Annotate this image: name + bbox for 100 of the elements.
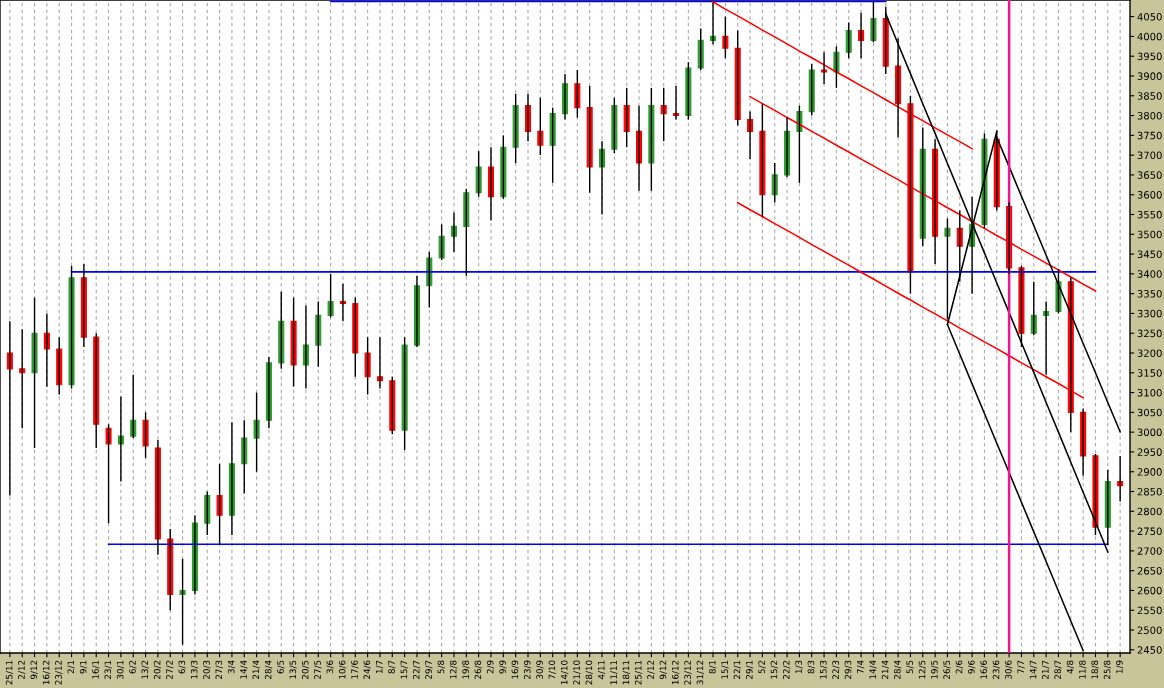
x-tick-label: 1/3 bbox=[795, 660, 803, 674]
x-tick-label: 5/5 bbox=[906, 660, 914, 674]
x-tick-label: 20/5 bbox=[301, 660, 310, 679]
y-tick-label: 3650 bbox=[1137, 171, 1162, 179]
x-tick-label: 20/3 bbox=[203, 660, 211, 679]
x-tick-label: 6/3 bbox=[178, 660, 186, 674]
x-tick-label: 24/6 bbox=[363, 660, 371, 679]
x-tick-label: 3/6 bbox=[326, 660, 334, 674]
x-tick-label: 23/1 bbox=[104, 660, 112, 679]
y-tick-label: 3850 bbox=[1137, 92, 1162, 100]
x-tick-label: 7/7 bbox=[1017, 660, 1025, 674]
y-tick-label: 3550 bbox=[1137, 210, 1162, 219]
x-tick-label: 13/2 bbox=[141, 660, 149, 679]
x-tick-label: 16/12 bbox=[42, 660, 51, 685]
y-tick-label: 2800 bbox=[1137, 507, 1162, 516]
x-tick-label: 29/7 bbox=[425, 660, 433, 679]
x-tick-label: 20/2 bbox=[153, 660, 162, 679]
x-tick-label: 23/6 bbox=[992, 660, 1001, 679]
y-tick-label: 3800 bbox=[1137, 111, 1162, 120]
y-tick-label: 2850 bbox=[1137, 487, 1162, 496]
y-tick-label: 3600 bbox=[1137, 191, 1162, 199]
x-tick-label: 29/3 bbox=[844, 660, 852, 679]
x-tick-label: 12/8 bbox=[449, 660, 458, 679]
y-tick-label: 2650 bbox=[1137, 567, 1162, 575]
x-tick-label: 23/12 bbox=[55, 660, 63, 685]
y-tick-label: 2900 bbox=[1137, 468, 1162, 476]
x-tick-label: 11/11 bbox=[610, 660, 618, 685]
x-tick-label: 14/4 bbox=[240, 660, 248, 679]
x-tick-label: 25/8 bbox=[1103, 660, 1112, 679]
x-tick-label: 27/5 bbox=[314, 660, 322, 679]
x-tick-label: 14/7 bbox=[1029, 660, 1038, 679]
y-tick-label: 3500 bbox=[1137, 230, 1162, 239]
x-tick-label: 8/1 bbox=[708, 660, 717, 674]
x-tick-label: 28/10 bbox=[585, 660, 593, 685]
x-tick-label: 5/2 bbox=[758, 660, 766, 674]
y-tick-label: 3700 bbox=[1137, 151, 1162, 160]
x-tick-label: 17/6 bbox=[351, 660, 359, 679]
y-tick-label: 3400 bbox=[1137, 270, 1162, 278]
y-tick-label: 3050 bbox=[1137, 408, 1162, 417]
x-tick-label: 16/6 bbox=[980, 660, 988, 679]
y-tick-label: 3750 bbox=[1137, 131, 1162, 140]
x-tick-label: 16/1 bbox=[92, 660, 100, 679]
x-tick-label: 10/6 bbox=[338, 660, 347, 679]
x-tick-label: 30/1 bbox=[116, 660, 125, 679]
y-tick-label: 4000 bbox=[1137, 32, 1162, 41]
x-tick-label: 6/5 bbox=[277, 660, 285, 674]
x-tick-label: 9/12 bbox=[659, 660, 667, 680]
y-tick-label: 2950 bbox=[1137, 448, 1162, 456]
y-tick-label: 2600 bbox=[1137, 586, 1162, 595]
y-tick-label: 3450 bbox=[1137, 250, 1162, 259]
y-tick-label: 4050 bbox=[1137, 13, 1162, 21]
x-tick-label: 14/10 bbox=[560, 660, 569, 685]
x-tick-label: 22/7 bbox=[412, 660, 421, 679]
x-tick-label: 15/3 bbox=[819, 660, 828, 679]
x-tick-label: 28/4 bbox=[264, 660, 273, 679]
x-tick-label: 19/5 bbox=[931, 660, 939, 679]
x-tick-label: 4/8 bbox=[1066, 660, 1075, 674]
x-tick-label: 9/6 bbox=[968, 660, 976, 674]
x-tick-label: 22/3 bbox=[832, 660, 840, 679]
x-tick-label: 2/1 bbox=[67, 660, 75, 674]
x-tick-label: 25/11 bbox=[5, 660, 14, 685]
y-tick-label: 3150 bbox=[1137, 369, 1162, 377]
x-tick-label: 22/2 bbox=[782, 660, 791, 679]
x-tick-label: 1/9 bbox=[1116, 660, 1124, 674]
x-tick-label: 21/4 bbox=[881, 660, 889, 679]
x-tick-label: 18/11 bbox=[622, 660, 630, 685]
x-tick-label: 2/12 bbox=[647, 660, 655, 679]
x-tick-label: 26/5 bbox=[943, 660, 951, 679]
x-tick-label: 31/12 bbox=[696, 660, 704, 685]
x-tick-label: 16/9 bbox=[511, 660, 519, 679]
x-tick-label: 27/3 bbox=[215, 660, 223, 679]
x-tick-label: 29/1 bbox=[745, 660, 754, 679]
x-tick-label: 28/7 bbox=[1054, 660, 1062, 679]
x-tick-label: 7/4 bbox=[857, 660, 865, 674]
x-tick-label: 30/6 bbox=[1005, 660, 1013, 679]
y-tick-label: 3200 bbox=[1137, 349, 1162, 357]
x-tick-label: 15/2 bbox=[770, 660, 778, 679]
x-tick-label: 9/1 bbox=[79, 660, 88, 674]
y-tick-label: 2450 bbox=[1137, 646, 1162, 654]
y-tick-label: 3100 bbox=[1137, 388, 1162, 397]
x-tick-label: 2/9 bbox=[486, 660, 495, 674]
x-tick-label: 11/8 bbox=[1079, 660, 1087, 679]
x-tick-label: 7/10 bbox=[548, 660, 556, 679]
x-tick-label: 13/5 bbox=[289, 660, 297, 679]
x-tick-label: 5/8 bbox=[437, 660, 445, 674]
x-tick-label: 9/12 bbox=[30, 660, 38, 680]
x-tick-label: 23/9 bbox=[523, 660, 532, 679]
x-tick-label: 2/12 bbox=[18, 660, 26, 679]
x-tick-label: 6/2 bbox=[129, 660, 137, 674]
y-tick-label: 3900 bbox=[1137, 72, 1162, 80]
x-tick-label: 26/8 bbox=[474, 660, 482, 679]
x-tick-label: 25/11 bbox=[634, 660, 643, 685]
x-tick-label: 27/2 bbox=[166, 660, 174, 679]
x-tick-label: 3/4 bbox=[227, 660, 236, 674]
x-tick-label: 2/6 bbox=[955, 660, 963, 674]
y-tick-label: 2550 bbox=[1137, 606, 1162, 615]
x-tick-label: 15/7 bbox=[400, 660, 408, 679]
y-tick-label: 2700 bbox=[1137, 547, 1162, 555]
x-tick-label: 15/1 bbox=[721, 660, 729, 679]
y-tick-label: 2500 bbox=[1137, 626, 1162, 634]
